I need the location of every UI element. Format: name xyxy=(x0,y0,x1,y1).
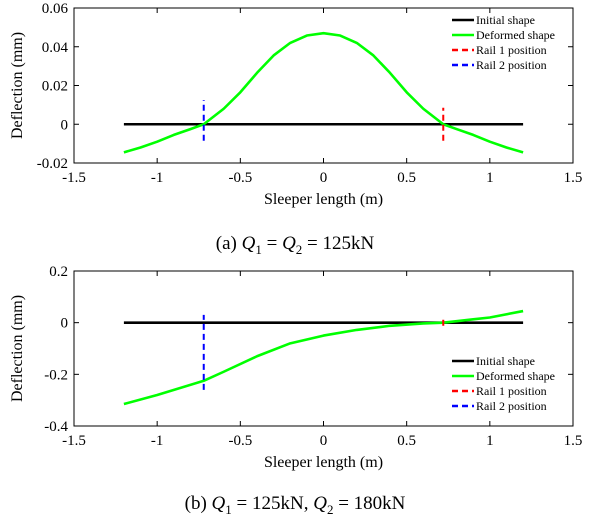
caption-prefix: (b) xyxy=(185,493,212,514)
legend-entry: Rail 2 position xyxy=(476,399,547,413)
x-tick-label: 1.5 xyxy=(564,170,583,186)
x-tick-label: -1.5 xyxy=(62,433,86,449)
caption-eq1: = 125kN, xyxy=(232,493,313,514)
legend-entry: Deformed shape xyxy=(476,28,555,42)
chart-panel-a: -1.5 -1 -0.5 0 0.5 1 1.5 -0.02 0 0.02 0.04 0.06 Slee… xyxy=(9,1,582,257)
y-tick-label: 0.2 xyxy=(49,264,68,280)
caption-q1: Q xyxy=(242,233,256,254)
x-tick-label: 0 xyxy=(320,170,328,186)
y-tick-label: 0.02 xyxy=(42,79,68,95)
legend-entry: Initial shape xyxy=(476,354,535,368)
y-tick-label: 0 xyxy=(61,117,69,133)
caption-sub2: 2 xyxy=(327,502,334,517)
y-tick-label: 0.06 xyxy=(42,1,69,17)
legend-entry: Rail 1 position xyxy=(476,43,547,57)
y-tick-label: -0.4 xyxy=(44,419,68,435)
caption-sub1: 1 xyxy=(225,502,232,517)
x-tick-label: 0.5 xyxy=(397,170,416,186)
x-tick-label: -0.5 xyxy=(228,170,252,186)
y-tick-label: -0.02 xyxy=(37,156,68,172)
figure-caption: (b) Q1 = 125kN, Q2 = 180kN xyxy=(185,493,406,517)
caption-q1: Q xyxy=(212,493,226,514)
x-tick-label: 1.5 xyxy=(564,433,583,449)
x-tick-label: 0 xyxy=(320,433,328,449)
y-tick-label: -0.2 xyxy=(44,367,68,383)
chart-panel-b: -1.5 -1 -0.5 0 0.5 1 1.5 -0.4 -0.2 0 0.2 Sleeper le… xyxy=(9,264,582,517)
figure-caption: (a) Q1 = Q2 = 125kN xyxy=(216,233,375,257)
caption-prefix: (a) xyxy=(216,233,242,254)
caption-sub1: 1 xyxy=(255,242,262,257)
caption-rest: = 125kN xyxy=(302,233,374,254)
x-tick-label: -1 xyxy=(151,433,164,449)
legend-entry: Deformed shape xyxy=(476,369,555,383)
caption-q2: Q xyxy=(313,493,327,514)
x-tick-label: -1 xyxy=(151,170,164,186)
caption-sub2: 2 xyxy=(296,242,303,257)
x-tick-label: 1 xyxy=(486,170,494,186)
x-axis-label: Sleeper length (m) xyxy=(264,454,383,471)
caption-eq1: = xyxy=(262,233,282,254)
y-axis-label: Deflection (mm) xyxy=(9,32,26,139)
x-axis-label: Sleeper length (m) xyxy=(264,191,383,208)
caption-rest: = 180kN xyxy=(333,493,405,514)
legend-entry: Rail 2 position xyxy=(476,58,547,72)
y-tick-label: 0.04 xyxy=(42,40,69,56)
legend-entry: Initial shape xyxy=(476,13,535,27)
y-tick-label: 0 xyxy=(61,316,69,332)
y-axis-label: Deflection (mm) xyxy=(9,295,26,402)
x-tick-label: 1 xyxy=(486,433,494,449)
plot-area xyxy=(73,270,574,427)
legend-entry: Rail 1 position xyxy=(476,384,547,398)
series-line-deformed-shape xyxy=(123,309,524,406)
x-tick-label: -1.5 xyxy=(62,170,86,186)
x-tick-label: 0.5 xyxy=(397,433,416,449)
x-tick-label: -0.5 xyxy=(228,433,252,449)
caption-q2: Q xyxy=(282,233,296,254)
series-line-deformed-shape xyxy=(123,31,524,154)
